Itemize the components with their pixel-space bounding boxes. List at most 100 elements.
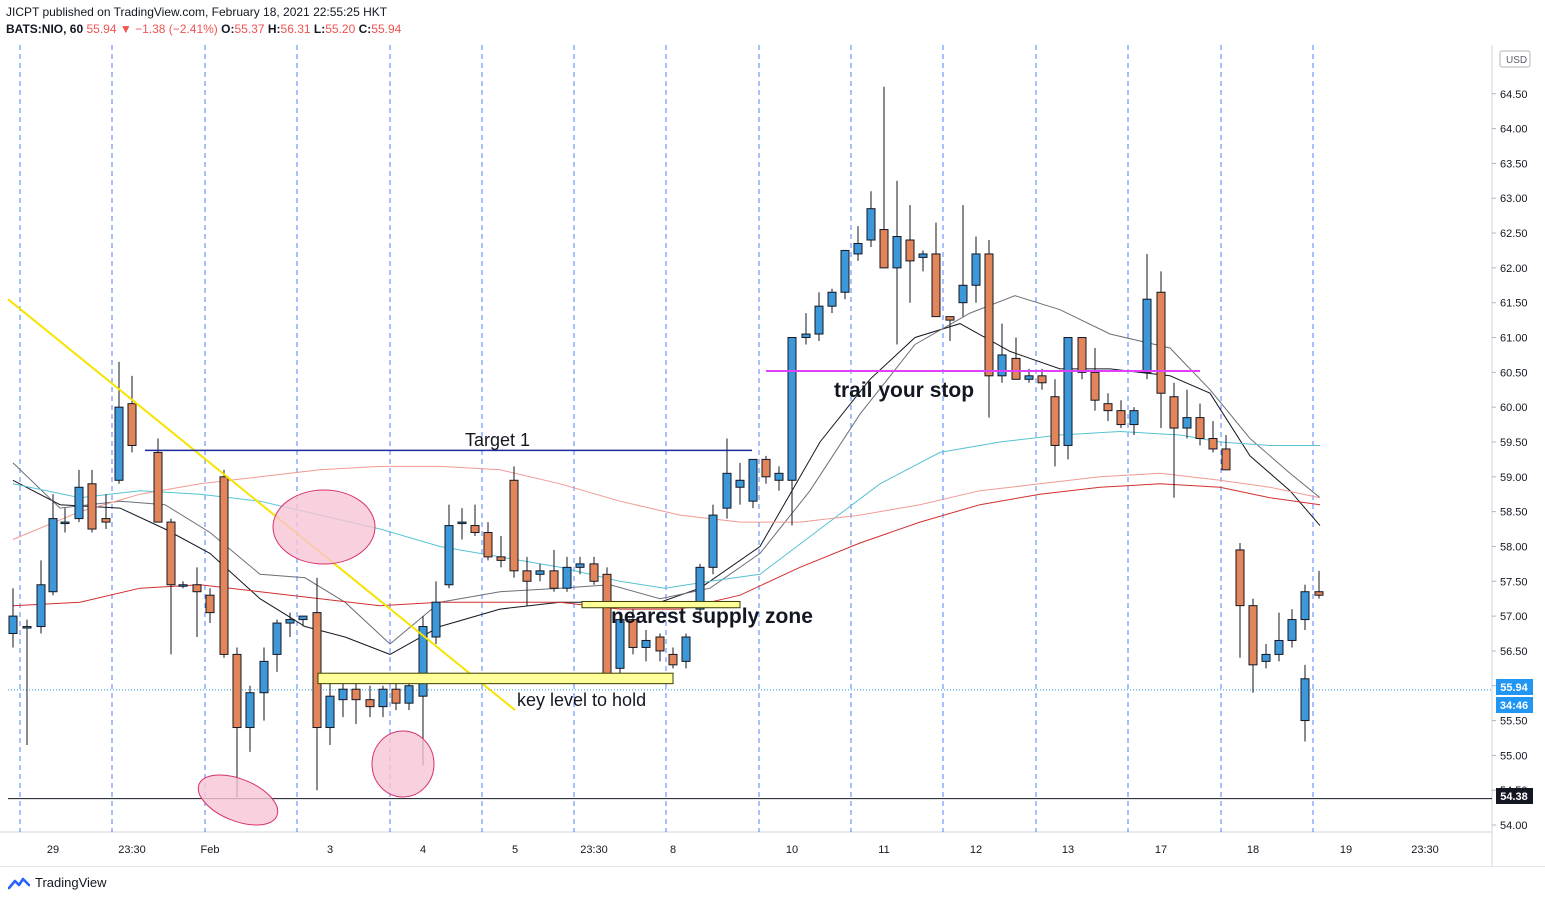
candle-body [681,636,691,662]
x-tick-label: 23:30 [1411,844,1439,856]
y-tick-label: 61.00 [1500,333,1528,345]
candle-body [22,626,32,629]
candle-body [404,685,414,704]
candle-body [48,518,58,593]
candle [628,609,638,655]
candle [722,438,732,519]
price-badge-box [1496,788,1533,804]
candle [1300,584,1310,631]
candle [931,222,941,318]
candle [1182,389,1192,439]
y-tick-label: 57.00 [1500,611,1528,623]
candle-body [668,653,678,666]
candle-body [801,333,811,339]
down-arrow-icon: ▼ [119,22,132,36]
candle-body [470,525,480,534]
candle [245,685,255,752]
candle [312,577,322,791]
candle [958,205,968,317]
x-tick-label: 23:30 [580,844,608,856]
low-value: 55.20 [325,22,356,36]
candle-body [1235,549,1245,607]
candle [748,458,758,509]
symbol-name[interactable]: BATS:NIO, 60 [6,22,84,36]
candle-body [708,514,718,568]
candle-body [8,615,18,635]
candle [1011,337,1021,380]
y-tick-label: 60.00 [1500,402,1528,414]
candle-body [325,695,335,729]
y-tick-label: 58.50 [1500,507,1528,519]
y-tick-label: 63.50 [1500,158,1528,170]
indicator-line-ema_gray [12,295,1321,645]
candle [971,236,981,303]
y-tick-label: 56.50 [1500,646,1528,658]
candle-body [589,563,599,582]
candle [444,504,454,589]
candle [827,288,837,314]
x-tick-label: 4 [420,844,426,856]
candle-body [853,242,863,255]
candle [192,567,202,637]
candle-body [535,570,545,575]
y-tick-label: 63.00 [1500,193,1528,205]
candle [391,682,401,711]
candle-body [984,253,994,377]
candle [905,205,915,303]
price-badge: 54.38 [1496,788,1533,804]
candle-body [814,305,824,335]
indicator-line-ema_cyan [12,430,1320,589]
candle [470,504,480,537]
candle [866,191,876,247]
candle-body [695,566,705,610]
candle [681,633,691,669]
candle [101,494,111,530]
candle [114,361,124,484]
x-tick-label: 17 [1155,844,1167,856]
candle-body [575,563,585,568]
candle-body [522,570,532,582]
candle-body [205,594,215,614]
candle-body [1116,410,1126,426]
y-tick-label: 61.50 [1500,298,1528,310]
high-label: H: [267,22,281,36]
plot-area [8,45,1492,832]
candle-body [997,354,1007,377]
candle-body [602,573,612,676]
currency-label: USD [1506,55,1527,66]
tradingview-brand[interactable]: TradingView [8,875,107,890]
close-label: C: [358,22,372,36]
candle [457,508,467,540]
candle-body [245,692,255,729]
candle-body [879,229,889,269]
candle [153,438,163,523]
candle [814,292,824,341]
currency-badge-box [1499,50,1531,68]
candle [1116,400,1126,429]
candle-body [748,458,758,502]
price-change: −1.38 (−2.41%) [135,22,218,36]
candle [496,536,506,568]
candle-body [1314,591,1324,596]
candle-body [351,688,361,701]
highlight-ellipse [272,489,376,565]
candle [562,556,572,592]
candle [404,682,414,711]
candle-body [378,688,388,708]
x-tick-label: 13 [1062,844,1074,856]
candle [325,678,335,745]
candle [219,469,229,658]
x-tick-label: 12 [970,844,982,856]
candle [1037,368,1047,390]
candle [575,556,585,575]
candle-body [60,521,70,525]
candle [853,226,863,261]
candle [166,518,176,655]
candle-body [1169,396,1179,429]
x-tick-label: 11 [878,844,889,856]
candle [735,462,745,505]
candlestick-chart[interactable]: 54.0054.5055.0055.5056.0056.5057.0057.50… [0,0,1545,866]
candle-body [338,688,348,701]
symbol-legend: BATS:NIO, 60 55.94 ▼ −1.38 (−2.41%) O:55… [6,22,401,36]
candle-body [1221,448,1231,471]
